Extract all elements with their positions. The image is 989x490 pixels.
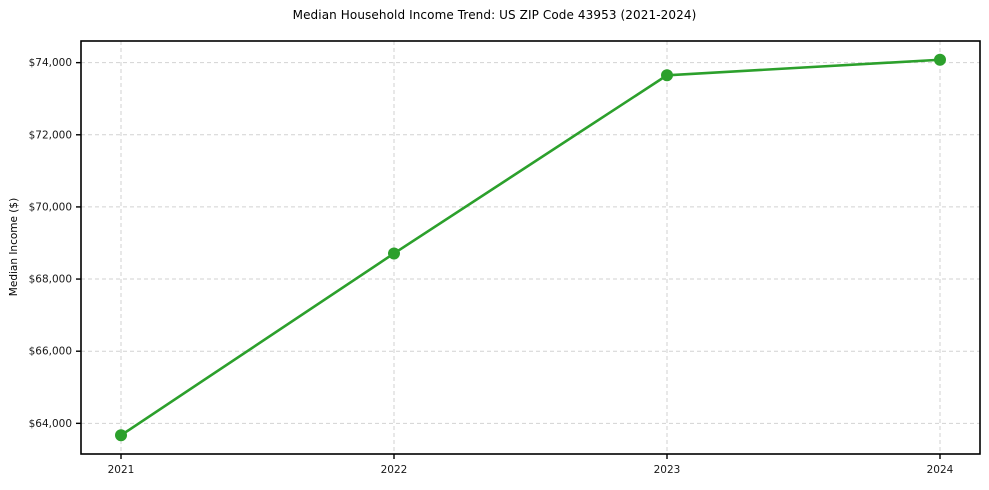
y-tick-label: $64,000 — [29, 418, 72, 430]
data-point-marker — [660, 69, 673, 82]
x-tick-label: 2021 — [108, 464, 135, 476]
x-tick-label: 2022 — [381, 464, 408, 476]
y-tick-label: $74,000 — [29, 57, 72, 69]
plot-border — [80, 40, 981, 455]
data-point-marker — [933, 53, 946, 66]
y-tick-label: $70,000 — [29, 201, 72, 213]
x-tick-label: 2023 — [654, 464, 681, 476]
data-point-marker — [388, 247, 401, 260]
chart-title: Median Household Income Trend: US ZIP Co… — [292, 8, 697, 22]
x-tick-label: 2024 — [927, 464, 954, 476]
y-tick-label: $66,000 — [29, 346, 72, 358]
y-tick-label: $68,000 — [29, 274, 72, 286]
data-point-marker — [115, 429, 128, 442]
data-line — [119, 58, 942, 437]
y-tick-label: $72,000 — [29, 129, 72, 141]
